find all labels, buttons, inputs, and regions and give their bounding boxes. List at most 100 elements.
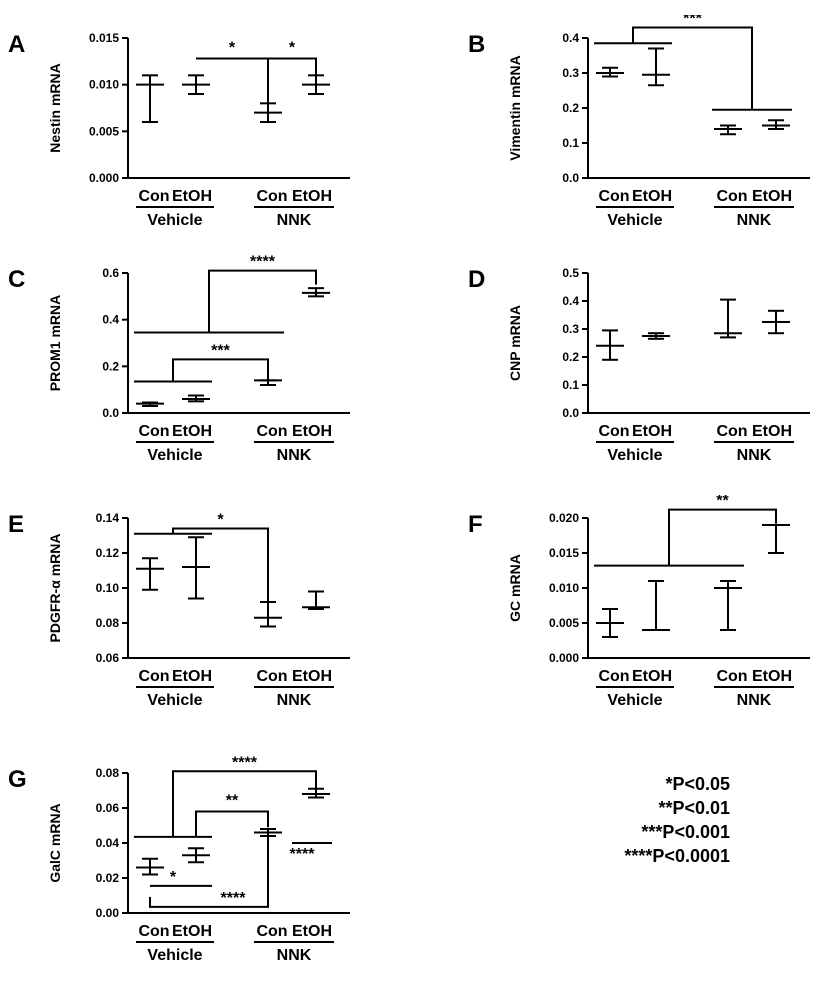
x-tick-label: EtOH (172, 923, 212, 940)
y-tick-label: 0.0 (562, 406, 579, 420)
y-tick-label: 0.14 (96, 511, 120, 525)
panel-letter: F (468, 511, 483, 538)
group-label: NNK (277, 947, 312, 964)
sig-label: *** (683, 15, 702, 28)
y-tick-label: 0.00 (96, 906, 120, 920)
sig-bracket (632, 26, 753, 110)
x-tick-label: EtOH (292, 423, 332, 440)
x-tick-label: Con (256, 423, 287, 440)
y-tick-label: 0.04 (96, 836, 120, 850)
sig-label: ** (226, 793, 239, 810)
x-tick-label: Con (138, 923, 169, 940)
x-tick-label: EtOH (632, 188, 672, 205)
group-label: Vehicle (147, 447, 202, 464)
sig-bracket (172, 358, 269, 382)
y-tick-label: 0.0 (562, 171, 579, 185)
y-axis-label: GC mRNA (507, 554, 523, 622)
x-tick-label: Con (716, 423, 747, 440)
sig-label: **** (232, 754, 258, 771)
panel-b: B 0.0 0.1 0.2 0.3 0.4 Vimentin mRNA Con EtOH Con E… (460, 15, 816, 255)
y-tick-label: 0.2 (562, 101, 579, 115)
y-tick-label: 0.010 (549, 581, 579, 595)
x-tick-label: EtOH (632, 423, 672, 440)
x-tick-label: EtOH (172, 423, 212, 440)
y-tick-label: 0.020 (549, 511, 579, 525)
y-tick-label: 0.06 (96, 651, 120, 665)
sig-label: * (170, 869, 177, 886)
sig-bracket (195, 810, 269, 837)
y-axis-label: Vimentin mRNA (507, 55, 523, 161)
group-label: NNK (737, 447, 772, 464)
legend-line: **P<0.01 (658, 798, 730, 818)
y-tick-label: 0.06 (96, 801, 120, 815)
sig-bracket (268, 57, 317, 83)
sig-label: * (229, 40, 236, 57)
x-tick-label: Con (138, 423, 169, 440)
group-label: NNK (737, 692, 772, 709)
legend-line: ***P<0.001 (641, 822, 730, 842)
sig-label: *** (211, 342, 230, 359)
x-tick-label: Con (256, 923, 287, 940)
y-axis-label: PROM1 mRNA (47, 295, 63, 391)
panel-letter: G (8, 766, 27, 793)
sig-bracket (149, 836, 269, 908)
group-label: NNK (277, 447, 312, 464)
group-label: Vehicle (607, 447, 662, 464)
y-tick-label: 0.000 (89, 171, 119, 185)
y-axis-label: PDGFR-α mRNA (47, 534, 63, 643)
group-label: Vehicle (607, 692, 662, 709)
sig-label: **** (250, 254, 276, 271)
sig-bracket (668, 508, 777, 566)
group-label: Vehicle (147, 692, 202, 709)
y-tick-label: 0.005 (89, 124, 119, 138)
y-tick-label: 0.6 (102, 266, 119, 280)
panel-letter: E (8, 511, 24, 538)
sig-label: * (217, 512, 224, 529)
panel-g: G 0.00 0.02 0.04 0.06 0.08 GalC mRNA Con EtOH Con… (0, 750, 400, 990)
sig-bracket (172, 527, 269, 602)
y-tick-label: 0.12 (96, 546, 120, 560)
y-tick-label: 0.000 (549, 651, 579, 665)
y-tick-label: 0.2 (102, 359, 119, 373)
group-label: NNK (277, 692, 312, 709)
sig-label: ** (716, 495, 729, 510)
x-tick-label: Con (256, 188, 287, 205)
x-tick-label: Con (138, 188, 169, 205)
legend-line: ****P<0.0001 (624, 846, 730, 866)
y-tick-label: 0.0 (102, 406, 119, 420)
x-tick-label: Con (256, 668, 287, 685)
y-tick-label: 0.3 (562, 322, 579, 336)
group-label: Vehicle (607, 212, 662, 229)
y-tick-label: 0.2 (562, 350, 579, 364)
x-tick-label: EtOH (632, 668, 672, 685)
x-tick-label: EtOH (172, 188, 212, 205)
panel-letter: C (8, 266, 25, 293)
y-tick-label: 0.015 (89, 31, 119, 45)
y-axis-label: GalC mRNA (47, 803, 63, 882)
panel-letter: A (8, 31, 25, 58)
x-tick-label: EtOH (292, 668, 332, 685)
group-label: Vehicle (147, 212, 202, 229)
y-tick-label: 0.010 (89, 78, 119, 92)
y-tick-label: 0.015 (549, 546, 579, 560)
sig-label: **** (290, 846, 316, 863)
panel-e: E 0.06 0.08 0.10 0.12 0.14 PDGFR-α mRNA Con EtOH… (0, 495, 400, 735)
panel-letter: B (468, 31, 485, 58)
panel-c: C 0.0 0.2 0.4 0.6 PROM1 mRNA Con EtOH Con EtOH Veh… (0, 250, 400, 490)
sig-bracket (208, 269, 317, 333)
x-tick-label: Con (598, 188, 629, 205)
panel-a: A 0.000 0.005 0.010 0.015 Nestin mRNA Con EtOH C… (0, 15, 400, 255)
significance-legend: *P<0.05 **P<0.01 ***P<0.001 ****P<0.0001 (560, 772, 730, 868)
group-label: Vehicle (147, 947, 202, 964)
y-tick-label: 0.3 (562, 66, 579, 80)
y-tick-label: 0.10 (96, 581, 120, 595)
y-tick-label: 0.02 (96, 871, 120, 885)
panel-f: F 0.000 0.005 0.010 0.015 0.020 GC mRNA Con EtOH… (460, 495, 816, 735)
group-label: NNK (737, 212, 772, 229)
